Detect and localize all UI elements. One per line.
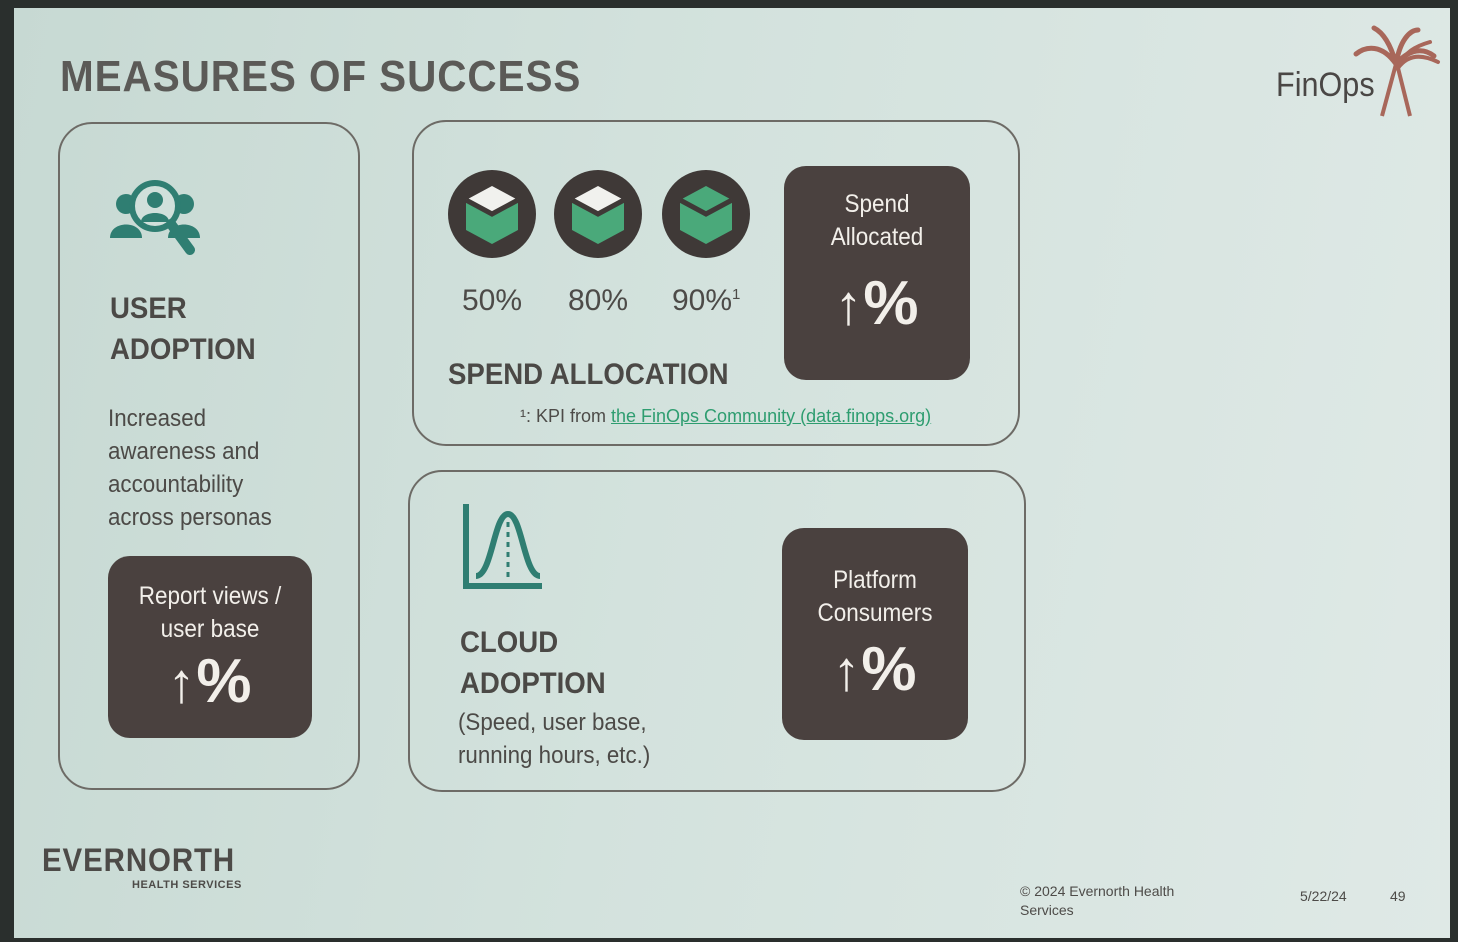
spend-allocated-kpi: Spend Allocated ↑%	[784, 166, 970, 380]
user-adoption-description: Increased awareness and accountability a…	[108, 402, 272, 534]
kpi-label-line2: user base	[160, 615, 260, 643]
slide-date: 5/22/24	[1300, 888, 1347, 904]
kpi-label-line2: Allocated	[830, 223, 924, 251]
description-line: awareness and	[108, 438, 260, 465]
percentage-90-text: 90%	[672, 284, 733, 317]
evernorth-logo-subtext: HEALTH SERVICES	[132, 879, 242, 891]
kpi-label-line1: Spend	[844, 190, 910, 218]
slide: MEASURES OF SUCCESS FinOps USER ADOPTION…	[14, 8, 1450, 938]
description-line: running hours, etc.)	[458, 742, 651, 769]
description-line: across personas	[108, 504, 272, 531]
kpi-label-line2: Consumers	[817, 599, 933, 627]
kpi-value-text: %	[863, 269, 920, 338]
user-adoption-card: USER ADOPTION Increased awareness and ac…	[58, 122, 360, 790]
percentage-50: 50%	[462, 284, 523, 317]
percentage-80: 80%	[568, 284, 629, 317]
finops-community-link[interactable]: the FinOps Community (data.finops.org)	[611, 406, 932, 426]
page-number: 49	[1390, 888, 1406, 904]
copyright-line2: Services	[1020, 902, 1074, 918]
up-arrow-icon: ↑	[834, 273, 864, 336]
finops-logo-text: FinOps	[1276, 66, 1375, 104]
cloud-adoption-description: (Speed, user base, running hours, etc.)	[458, 706, 650, 772]
kpi-value-text: %	[196, 647, 253, 716]
footnote-marker: 1	[732, 286, 741, 303]
percentage-90: 90%1	[672, 284, 740, 318]
user-search-icon	[110, 180, 200, 255]
user-adoption-heading-line1: USER	[110, 292, 187, 325]
cube-icon	[448, 170, 536, 258]
spend-allocation-heading: SPEND ALLOCATION	[448, 358, 729, 391]
kpi-value: ↑%	[782, 634, 968, 705]
kpi-value: ↑%	[784, 268, 970, 339]
report-views-kpi: Report views / user base ↑%	[108, 556, 312, 738]
cloud-adoption-heading-line2: ADOPTION	[460, 667, 606, 700]
platform-consumers-kpi: Platform Consumers ↑%	[782, 528, 968, 740]
user-adoption-heading: USER ADOPTION	[110, 288, 256, 370]
spend-allocation-card: 50% 80% 90%1 SPEND ALLOCATION Spend Allo…	[412, 120, 1020, 446]
kpi-value-text: %	[861, 635, 918, 704]
cube-icon	[662, 170, 750, 258]
up-arrow-icon: ↑	[832, 639, 862, 702]
finops-logo: FinOps	[1272, 24, 1442, 120]
footnote: ¹: KPI from the FinOps Community (data.f…	[520, 406, 931, 427]
palm-tree-icon	[1353, 25, 1440, 117]
kpi-label-line1: Platform	[833, 566, 917, 594]
description-line: (Speed, user base,	[458, 709, 647, 736]
cloud-adoption-heading-line1: CLOUD	[460, 626, 559, 659]
kpi-label-line1: Report views /	[138, 582, 282, 610]
up-arrow-icon: ↑	[167, 651, 197, 714]
evernorth-logo: EVERNORTH HEALTH SERVICES	[42, 842, 252, 891]
slide-title: MEASURES OF SUCCESS	[60, 52, 582, 101]
description-line: Increased	[108, 405, 207, 432]
cloud-adoption-heading: CLOUD ADOPTION	[460, 622, 606, 704]
copyright: © 2024 Evernorth Health Services	[1020, 882, 1174, 920]
evernorth-logo-text: EVERNORTH	[42, 842, 236, 878]
cloud-adoption-card: CLOUD ADOPTION (Speed, user base, runnin…	[408, 470, 1026, 792]
bell-curve-chart-icon	[463, 504, 542, 589]
user-adoption-heading-line2: ADOPTION	[110, 333, 256, 366]
cube-icon	[554, 170, 642, 258]
copyright-line1: © 2024 Evernorth Health	[1020, 883, 1175, 899]
description-line: accountability	[108, 471, 244, 498]
footnote-prefix: ¹: KPI from	[520, 406, 612, 426]
kpi-value: ↑%	[108, 646, 312, 717]
